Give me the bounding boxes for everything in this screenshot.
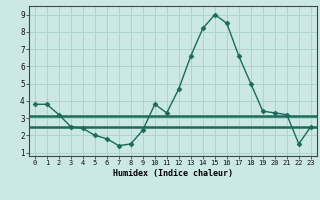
X-axis label: Humidex (Indice chaleur): Humidex (Indice chaleur) bbox=[113, 169, 233, 178]
